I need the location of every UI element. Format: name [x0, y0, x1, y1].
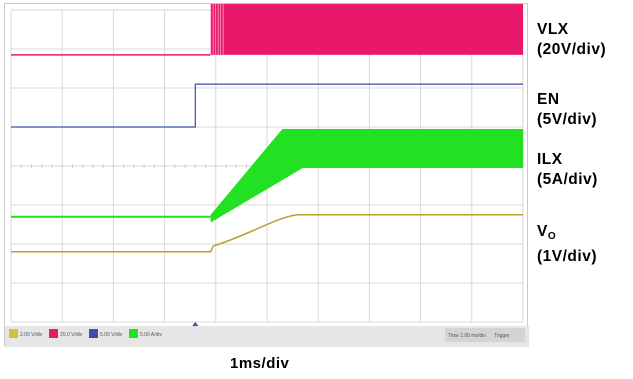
vlx-name: VLX — [537, 21, 569, 38]
status-channel-text: 2.00 V/div — [20, 332, 43, 338]
vlx-switching-band — [210, 4, 523, 55]
ilx-label: ILX (5A/div) — [537, 150, 598, 190]
scope-plot: 2.00 V/div 20.0 V/div 5.00 V/div 5.00 A/div… — [5, 4, 529, 347]
ilx-name: ILX — [537, 151, 563, 168]
status-channel-text: 5.00 A/div — [140, 332, 162, 338]
status-timebase-text: Time 1.00 ms/div — [448, 333, 486, 339]
vo-name: V — [537, 223, 548, 240]
status-channel-text: 5.00 V/div — [100, 332, 123, 338]
ilx-ripple-band — [210, 128, 523, 223]
en-label: EN (5V/div) — [537, 90, 597, 130]
status-channel-swatch — [9, 329, 18, 338]
vlx-label: VLX (20V/div) — [537, 20, 606, 60]
vo-scale: (1V/div) — [537, 248, 597, 265]
vlx-scale: (20V/div) — [537, 41, 607, 58]
status-channel-swatch — [49, 329, 58, 338]
en-name: EN — [537, 91, 560, 108]
trigger-marker — [192, 322, 199, 326]
vo-label: VO (1V/div) — [537, 222, 597, 267]
oscilloscope-screen: 2.00 V/div 20.0 V/div 5.00 V/div 5.00 A/div… — [4, 3, 529, 347]
vo-subscript: O — [547, 231, 557, 242]
status-timebase-box — [445, 328, 525, 342]
vo-trace — [11, 214, 523, 253]
en-scale: (5V/div) — [537, 111, 597, 128]
vo-name-line: VO — [537, 222, 597, 247]
x-axis-label: 1ms/div — [230, 355, 290, 372]
ilx-scale: (5A/div) — [537, 171, 598, 188]
status-channel-text: 20.0 V/div — [60, 332, 83, 338]
status-channel-swatch — [89, 329, 98, 338]
status-channel-swatch — [129, 329, 138, 338]
en-trace — [11, 83, 523, 128]
status-timebase-text: Trigger — [494, 333, 510, 339]
